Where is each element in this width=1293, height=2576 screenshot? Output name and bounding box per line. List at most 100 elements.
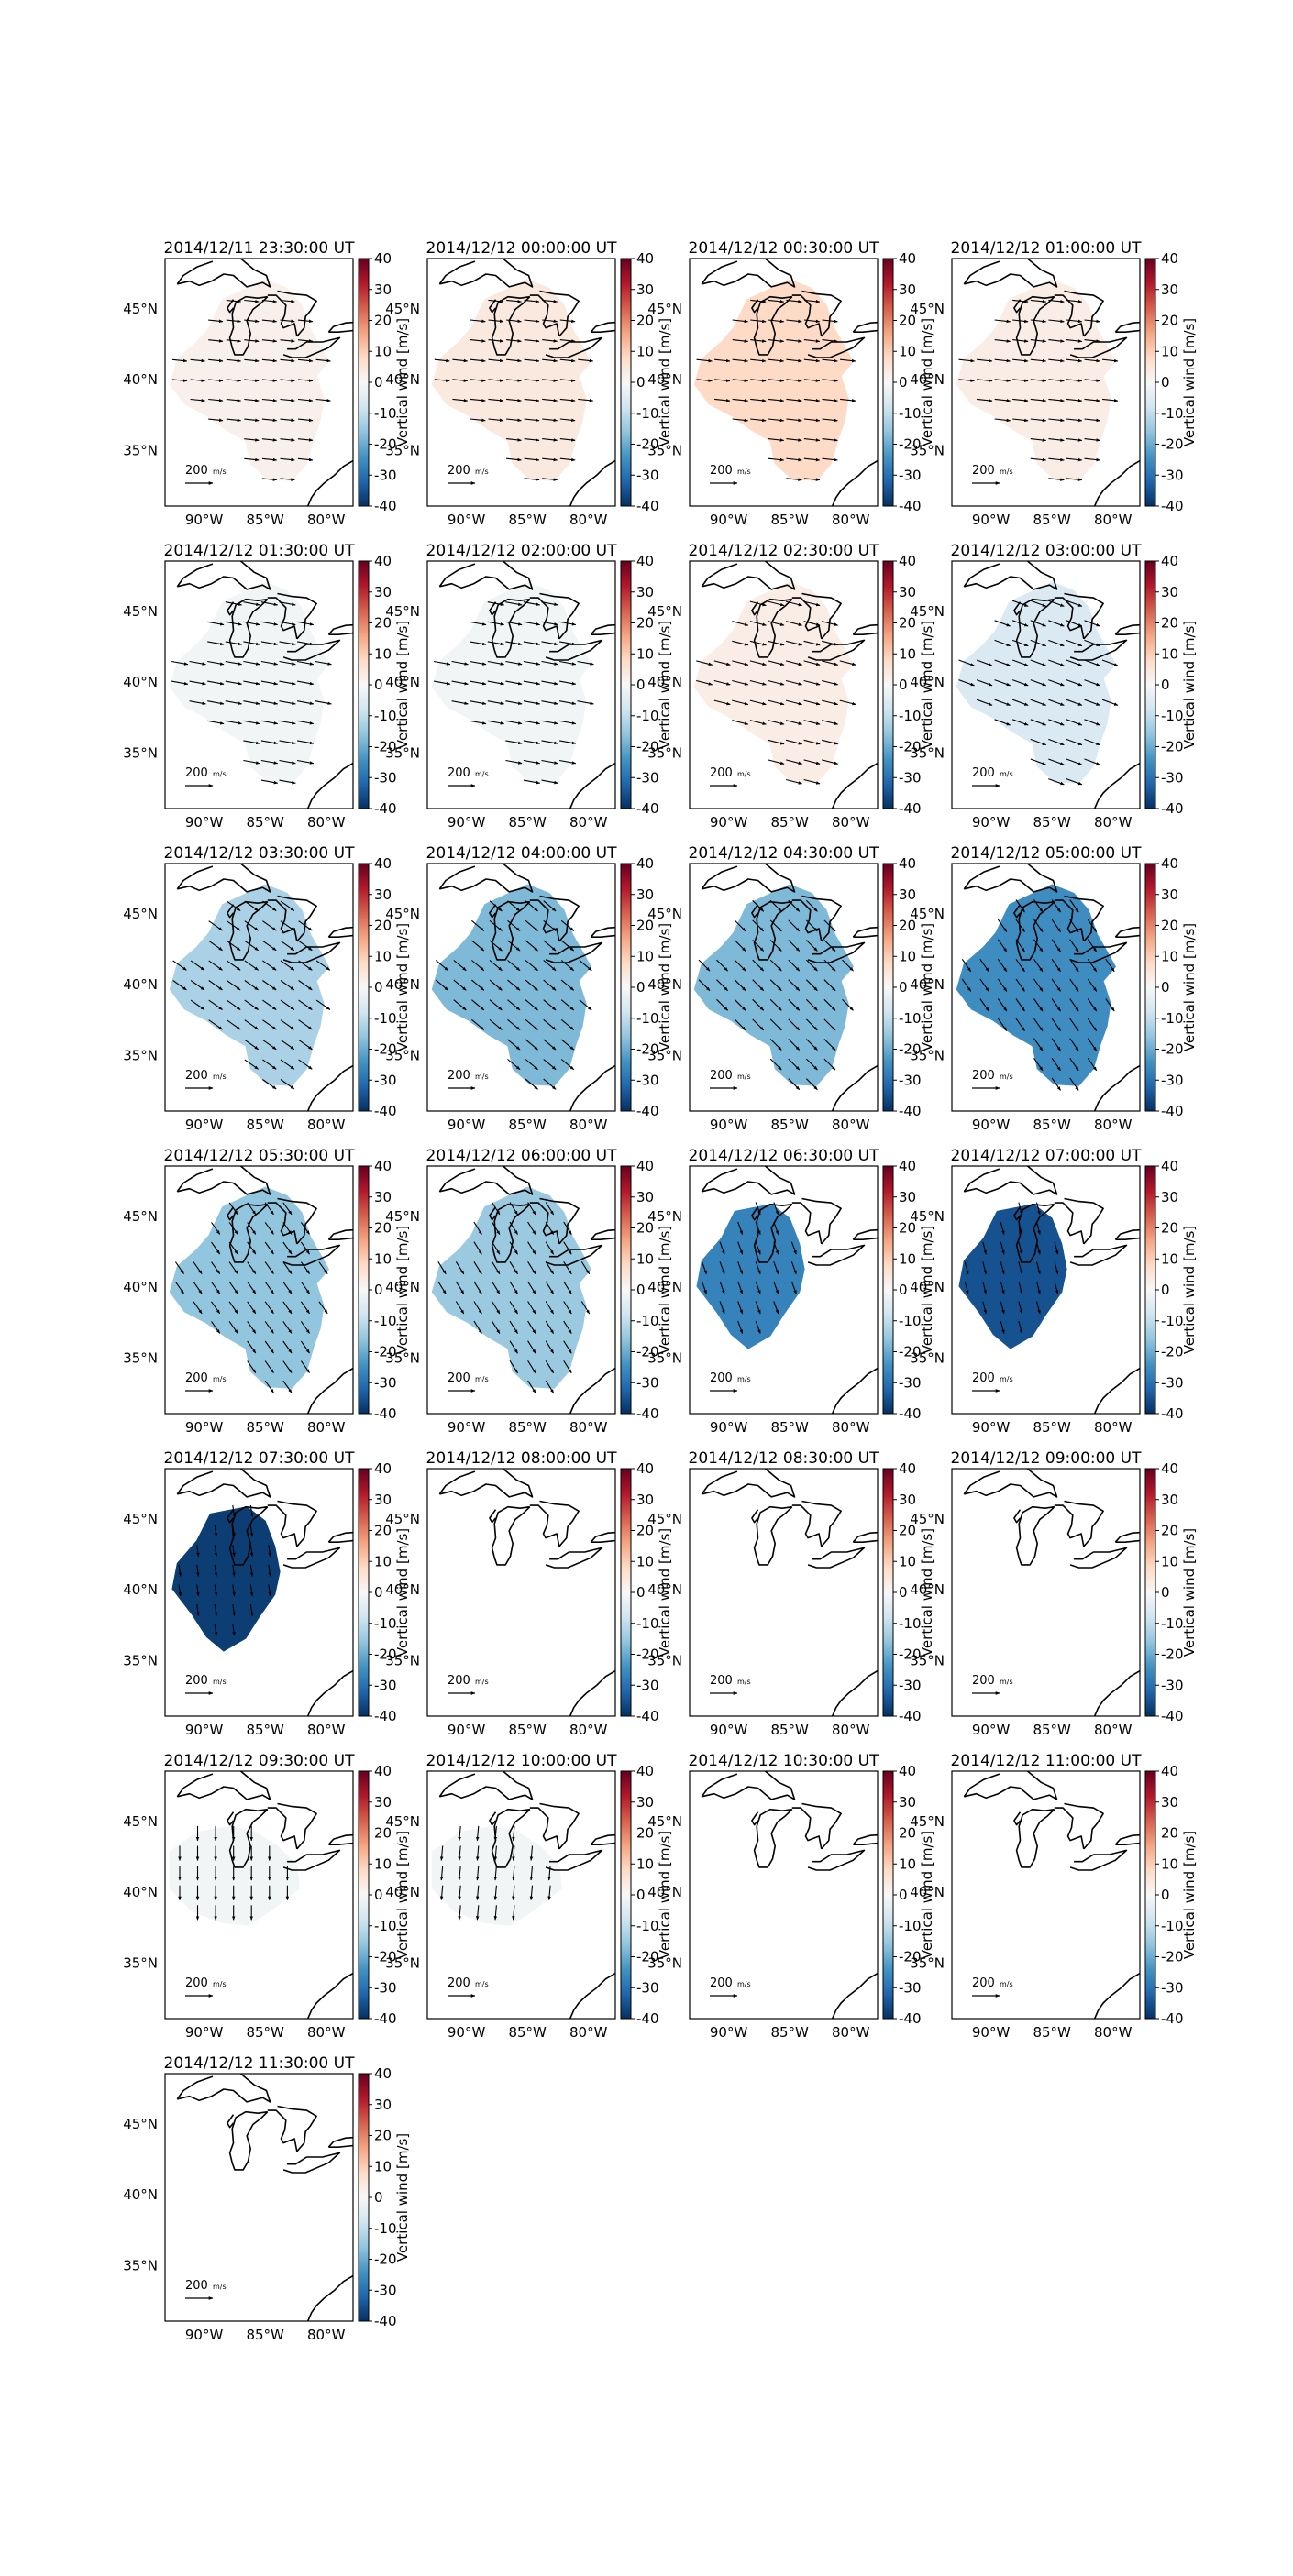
lon-tick-label: 85°W — [246, 2024, 284, 2041]
lat-tick-label: 45°N — [385, 603, 420, 620]
colorbar-tick-label: -10 — [1161, 1010, 1184, 1027]
wind-vector — [822, 739, 839, 745]
wind-vector — [543, 1078, 557, 1090]
wind-vector — [261, 478, 278, 481]
wind-vector — [803, 739, 821, 745]
wind-vector — [279, 779, 296, 785]
wind-vector — [1033, 1057, 1044, 1072]
colorbar-tick-label: 20 — [374, 1220, 392, 1237]
wind-vector — [997, 998, 1008, 1012]
wind-vector — [279, 660, 296, 666]
wind-vector — [297, 700, 315, 705]
wind-vector — [208, 940, 223, 952]
wind-vector — [1066, 358, 1083, 363]
coastline — [439, 561, 534, 590]
reference-vector-units: m/s — [737, 1073, 751, 1081]
wind-vector — [734, 1018, 746, 1031]
wind-vector — [714, 358, 731, 363]
wind-vector — [822, 720, 839, 725]
colorbar — [358, 1468, 370, 1717]
wind-vector — [1033, 939, 1044, 952]
wind-vector — [1048, 778, 1065, 786]
wind-vector — [1018, 1321, 1023, 1335]
wind-vector — [543, 979, 557, 991]
coastline — [227, 1206, 235, 1221]
coastline — [831, 1064, 878, 1111]
wind-vector — [541, 720, 558, 725]
coastline — [328, 1539, 353, 1543]
wind-vector — [524, 418, 540, 423]
wind-vector — [750, 379, 767, 382]
wind-vector — [318, 1301, 328, 1315]
wind-vector — [280, 478, 295, 481]
wind-vector — [979, 958, 989, 973]
colorbar-tick-label: 30 — [1161, 1189, 1178, 1205]
wind-vector — [769, 1039, 782, 1051]
colorbar-tick-label: 30 — [1161, 1492, 1178, 1508]
colorbar-tick-label: 40 — [636, 553, 654, 569]
wind-vector — [226, 358, 242, 363]
wind-vector — [244, 299, 260, 303]
coastline — [852, 1228, 878, 1240]
wind-vector — [247, 1321, 257, 1334]
wind-vector — [228, 1202, 238, 1216]
wind-vector — [755, 1320, 761, 1335]
coastline — [753, 900, 793, 961]
wind-vector — [487, 700, 505, 705]
colorbar-tick-label: 40 — [1161, 1763, 1178, 1779]
panel-title: 2014/12/11 23:30:00 UT — [164, 239, 356, 258]
wind-vector — [297, 660, 315, 666]
wind-vector — [750, 358, 767, 363]
reference-vector-label: 200 — [185, 1674, 208, 1688]
wind-vector — [226, 900, 241, 911]
wind-vector — [529, 1866, 534, 1881]
wind-vector — [1000, 1301, 1005, 1315]
axes-frame — [164, 863, 354, 1112]
colorbar-tick-label: 40 — [636, 250, 654, 267]
wind-vector — [439, 1845, 444, 1861]
wind-vector — [280, 999, 295, 1010]
wind-vector — [300, 1360, 310, 1373]
colorbar-tick-label: -10 — [636, 1918, 659, 1934]
wind-vector — [506, 379, 522, 382]
wind-vector — [1030, 299, 1047, 303]
wind-vector — [493, 1866, 498, 1881]
coastline — [228, 1203, 269, 1263]
wind-vector — [243, 641, 260, 646]
reference-vector-units: m/s — [213, 2283, 227, 2291]
wind-vector — [541, 680, 558, 686]
wind-vector — [768, 699, 785, 706]
lon-tick-label: 85°W — [246, 814, 284, 831]
colorbar-tick-label: 20 — [899, 313, 916, 329]
wind-vector — [225, 700, 243, 705]
wind-vector — [1030, 438, 1047, 442]
coastline — [227, 299, 235, 314]
colorbar-tick-label: -20 — [899, 1041, 922, 1058]
wind-vector — [1018, 1301, 1023, 1315]
colorbar-tick-label: 10 — [636, 1553, 654, 1569]
wind-vector — [541, 641, 558, 646]
wind-vector — [525, 1078, 538, 1090]
wind-vector — [171, 660, 189, 666]
colorbar-tick-label: 10 — [1161, 1553, 1178, 1569]
coastline — [1069, 1849, 1128, 1871]
wind-vector — [211, 1261, 221, 1274]
wind-vector — [262, 999, 277, 1010]
wind-vector — [716, 998, 728, 1011]
coastline — [569, 1669, 615, 1716]
wind-vector — [1051, 1038, 1061, 1051]
wind-vector — [470, 641, 487, 646]
coastline — [306, 1064, 353, 1111]
wind-vector — [994, 319, 1011, 324]
coastline — [439, 864, 534, 893]
lat-tick-label: 45°N — [123, 1208, 158, 1225]
wind-vector — [507, 960, 521, 972]
wind-vector — [488, 339, 504, 343]
reference-vector-units: m/s — [1000, 1375, 1013, 1383]
lat-tick-label: 35°N — [123, 744, 158, 761]
wind-vector — [506, 418, 522, 423]
wind-vector — [1030, 719, 1047, 726]
colorbar-label: Vertical wind [m/s] — [657, 621, 673, 749]
colorbar-tick-label: 20 — [636, 918, 654, 934]
